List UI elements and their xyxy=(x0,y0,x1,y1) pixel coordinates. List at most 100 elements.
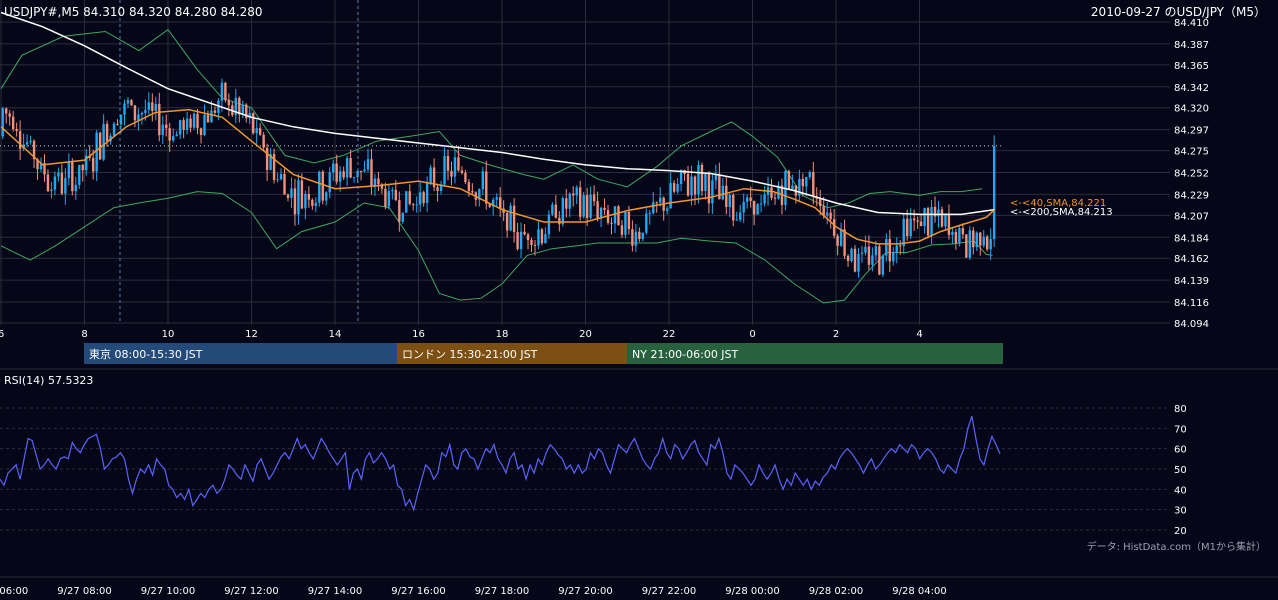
candle-down xyxy=(972,230,975,248)
candle-down xyxy=(986,236,989,250)
candle-down xyxy=(349,158,352,178)
candle-down xyxy=(596,201,599,219)
candle-up xyxy=(57,172,60,177)
rsi-tick-label: 50 xyxy=(1174,465,1187,476)
candle-up xyxy=(721,185,725,200)
candle-up xyxy=(220,82,224,101)
candle-up xyxy=(791,185,794,190)
candle-down xyxy=(787,171,791,190)
time-tick-label: 9/27 20:00 xyxy=(558,586,612,597)
candle-up xyxy=(276,179,279,181)
candlesticks xyxy=(1,78,996,278)
candle-up xyxy=(495,197,498,200)
candle-up xyxy=(192,113,196,128)
rsi-tick-label: 80 xyxy=(1174,404,1187,415)
candle-down xyxy=(36,159,39,170)
candle-up xyxy=(95,132,98,172)
candle-down xyxy=(158,103,161,136)
candle-up xyxy=(808,172,811,178)
price-tick-label: 84.410 xyxy=(1174,18,1209,29)
candle-down xyxy=(377,178,380,185)
candle-up xyxy=(1,108,4,137)
candle-down xyxy=(979,232,982,246)
hour-tick-label: 6 xyxy=(0,329,4,340)
candle-up xyxy=(314,202,318,207)
candle-up xyxy=(391,189,394,192)
candle-down xyxy=(412,204,415,206)
candle-up xyxy=(728,194,731,208)
candle-down xyxy=(707,173,711,204)
candle-down xyxy=(238,97,241,115)
candle-up xyxy=(690,176,693,196)
candle-down xyxy=(843,229,846,256)
candle-up xyxy=(137,114,140,121)
candle-down xyxy=(359,170,363,172)
candle-down xyxy=(965,234,968,258)
candle-up xyxy=(739,212,742,220)
candle-down xyxy=(610,222,613,224)
candle-down xyxy=(773,197,777,199)
price-tick-label: 84.320 xyxy=(1174,104,1209,115)
candle-down xyxy=(245,104,248,119)
time-tick-label: 9/28 02:00 xyxy=(809,586,863,597)
candle-down xyxy=(919,221,923,227)
candle-up xyxy=(217,100,220,113)
candle-down xyxy=(530,240,533,245)
candle-up xyxy=(356,170,359,178)
candle-down xyxy=(272,154,276,180)
candle-down xyxy=(196,113,199,129)
candle-up xyxy=(74,184,77,192)
candle-down xyxy=(342,171,345,178)
candle-down xyxy=(265,147,269,170)
time-tick-label: 9/27 12:00 xyxy=(224,586,278,597)
candle-up xyxy=(290,188,293,198)
candle-up xyxy=(711,180,714,204)
candle-up xyxy=(248,113,251,119)
candle-down xyxy=(300,180,304,209)
candle-down xyxy=(384,188,387,207)
hour-tick-label: 18 xyxy=(496,329,509,340)
candle-down xyxy=(752,200,756,215)
candle-up xyxy=(648,213,651,215)
candle-up xyxy=(443,156,446,185)
hour-tick-label: 20 xyxy=(579,329,592,340)
candle-down xyxy=(812,172,815,197)
candle-down xyxy=(905,218,909,237)
candle-up xyxy=(825,212,829,216)
candle-up xyxy=(930,206,933,236)
moving-averages xyxy=(0,11,996,245)
candle-down xyxy=(15,128,18,132)
candle-down xyxy=(846,255,850,261)
candle-down xyxy=(286,194,290,198)
candle-up xyxy=(714,173,718,181)
candle-up xyxy=(759,203,763,205)
candle-down xyxy=(693,176,697,195)
candle-up xyxy=(742,201,745,213)
candle-up xyxy=(210,110,213,123)
candle-down xyxy=(485,171,488,204)
candle-up xyxy=(589,194,592,218)
sma40-line xyxy=(0,108,996,245)
candle-down xyxy=(5,108,8,114)
candle-up xyxy=(850,248,853,261)
candle-up xyxy=(575,187,578,196)
candle-down xyxy=(213,110,217,113)
time-axis: 9/27 06:00 9/27 08:00 9/27 10:00 9/27 12:00… xyxy=(0,586,947,597)
candle-up xyxy=(85,155,88,171)
hour-tick-label: 14 xyxy=(329,329,342,340)
rsi-tick-label: 20 xyxy=(1174,526,1187,537)
sma40-label: <-<40,SMA,84.221 xyxy=(1010,198,1106,209)
candle-down xyxy=(801,178,805,187)
candle-down xyxy=(130,100,133,106)
candle-down xyxy=(672,183,676,192)
candle-down xyxy=(822,206,825,216)
candle-down xyxy=(43,162,46,175)
candle-up xyxy=(992,145,996,240)
candle-down xyxy=(700,164,704,192)
candle-down xyxy=(467,182,471,192)
candle-down xyxy=(554,204,558,218)
candle-down xyxy=(436,187,439,191)
candle-down xyxy=(829,212,832,220)
candle-down xyxy=(585,195,589,218)
candle-down xyxy=(725,185,728,208)
